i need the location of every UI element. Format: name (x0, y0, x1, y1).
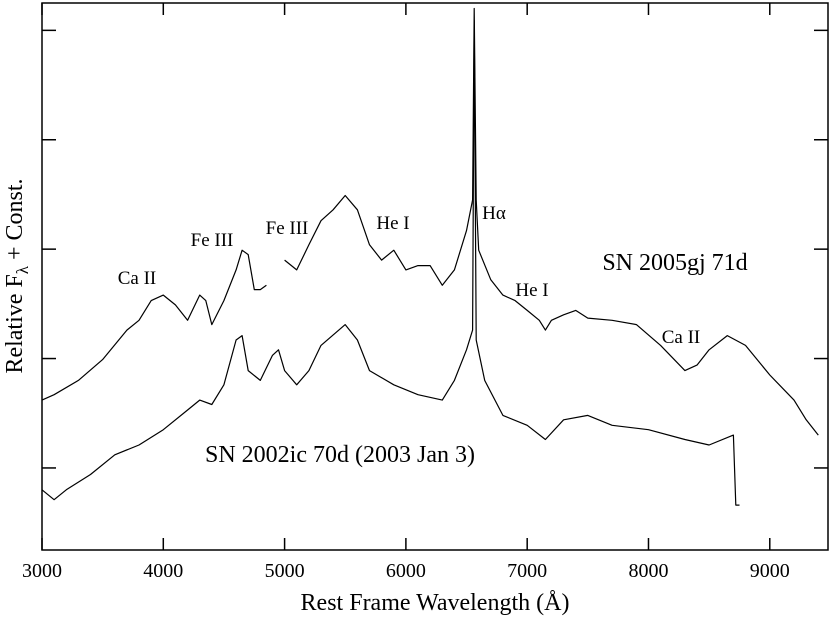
x-axis-label: Rest Frame Wavelength (Å) (301, 590, 570, 616)
plot-frame (41, 2, 829, 551)
y-label-rest: + Const. (2, 178, 28, 266)
spectrum-line (41, 19, 740, 506)
x-tick-label: 3000 (22, 560, 62, 582)
x-tick-label: 4000 (143, 560, 183, 582)
y-label-sub: λ (13, 265, 32, 274)
annotation: He I (376, 213, 409, 234)
x-tick-label: 8000 (628, 560, 668, 582)
x-tick-label: 6000 (386, 560, 426, 582)
annotation: Fe III (191, 230, 234, 251)
spectrum-line (41, 249, 267, 401)
annotation: Fe III (266, 218, 309, 239)
spectrum-line (284, 7, 819, 436)
annotation: He I (515, 280, 548, 301)
y-label-main: Relative F (2, 274, 28, 373)
annotation: Hα (482, 203, 506, 224)
x-tick-label: 7000 (507, 560, 547, 582)
annotation: Ca II (118, 268, 157, 289)
annotation: SN 2002ic 70d (2003 Jan 3) (205, 442, 475, 468)
annotation: SN 2005gj 71d (602, 250, 747, 276)
annotation: Ca II (662, 327, 701, 348)
x-tick-label: 9000 (750, 560, 790, 582)
x-tick-label: 5000 (265, 560, 305, 582)
y-axis-label: Relative Fλ + Const. (2, 178, 32, 373)
